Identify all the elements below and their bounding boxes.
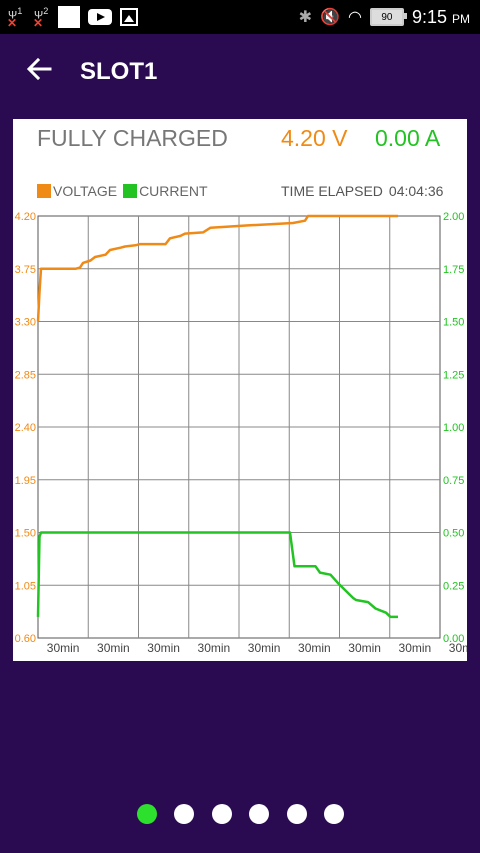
- battery-level: 90: [381, 11, 393, 23]
- y-right-tick-label: 1.25: [443, 369, 464, 381]
- current-readout: 0.00 A: [375, 125, 441, 151]
- legend-voltage: VOLTAGE: [53, 183, 118, 199]
- bluetooth-icon: ✱: [298, 9, 313, 26]
- chart-card: FULLY CHARGED 4.20 V 0.00 A VOLTAGE CURR…: [13, 119, 467, 661]
- page-dot[interactable]: [174, 804, 195, 824]
- current-series-line: [36, 531, 398, 619]
- notification-square-icon: [58, 6, 80, 28]
- y-right-tick-label: 0.75: [443, 475, 464, 487]
- voltage-readout: 4.20 V: [281, 125, 348, 151]
- y-right-tick-label: 1.50: [443, 317, 464, 329]
- page-dot[interactable]: [211, 804, 232, 824]
- y-left-tick-label: 1.95: [15, 475, 36, 487]
- sim2-no-signal-icon: Ψ2 ✕: [33, 6, 49, 30]
- voltage-swatch: [37, 184, 51, 198]
- y-right-tick-label: 2.00: [443, 211, 464, 223]
- current-swatch: [123, 184, 138, 198]
- x-tick-label: 30min: [348, 641, 381, 655]
- page-title: SLOT1: [80, 58, 158, 85]
- charge-chart: 4.20 3.75 3.30 2.85 2.40 1.95 1.50 1.05 0.60 2.00…: [15, 211, 467, 655]
- x-tick-label: 30min: [449, 641, 467, 655]
- page-dot[interactable]: [137, 804, 157, 824]
- page-dot[interactable]: [286, 804, 307, 824]
- youtube-icon: [88, 9, 112, 25]
- page-dot[interactable]: [324, 804, 344, 824]
- page-indicator: [0, 804, 480, 828]
- y-right-tick-label: 0.50: [443, 528, 464, 540]
- x-tick-label: 30min: [399, 641, 432, 655]
- x-tick-label: 30min: [298, 641, 331, 655]
- page-dot[interactable]: [249, 804, 270, 824]
- y-right-tick-label: 0.00: [443, 633, 464, 645]
- chart-legend: VOLTAGE CURRENT: [37, 183, 214, 199]
- y-right-tick-label: 1.75: [443, 264, 464, 276]
- time-elapsed-label: TIME ELAPSED: [281, 183, 383, 199]
- status-bar: Ψ1 ✕ Ψ2 ✕ ✱ 🔇 ◠ 90 9:15 PM: [0, 0, 480, 34]
- legend-current: CURRENT: [139, 183, 208, 199]
- y-left-tick-label: 1.05: [15, 580, 36, 592]
- back-arrow-icon[interactable]: [24, 54, 54, 84]
- x-tick-label: 30min: [97, 641, 130, 655]
- y-left-tick-label: 2.40: [15, 422, 36, 434]
- charge-status: FULLY CHARGED: [37, 125, 228, 151]
- mute-icon: 🔇: [320, 9, 340, 26]
- time-elapsed-value: 04:04:36: [388, 183, 444, 199]
- clock: 9:15 PM: [412, 7, 470, 28]
- time-elapsed: TIME ELAPSED 04:04:36: [281, 183, 449, 199]
- sim1-no-signal-icon: Ψ1 ✕: [7, 6, 23, 30]
- y-left-tick-label: 3.30: [15, 317, 36, 329]
- x-tick-label: 30min: [147, 641, 180, 655]
- x-tick-label: 30min: [248, 641, 281, 655]
- x-tick-label: 30min: [47, 641, 80, 655]
- clock-ampm: PM: [452, 11, 470, 26]
- sim1-label: 1: [17, 6, 23, 16]
- y-left-tick-label: 0.60: [15, 633, 36, 645]
- y-left-tick-label: 1.50: [15, 528, 36, 540]
- sim2-label: 2: [43, 6, 49, 16]
- y-right-tick-label: 0.25: [443, 580, 464, 592]
- y-left-tick-label: 4.20: [15, 211, 36, 223]
- app-bar: SLOT1: [0, 34, 480, 110]
- y-left-tick-label: 2.85: [15, 369, 36, 381]
- battery-icon: 90: [369, 8, 407, 26]
- x-tick-label: 30min: [198, 641, 231, 655]
- y-left-tick-label: 3.75: [15, 264, 36, 276]
- wifi-icon: ◠: [347, 9, 362, 26]
- image-icon: [120, 8, 138, 26]
- voltage-series-line: [36, 214, 398, 322]
- y-right-tick-label: 1.00: [443, 422, 464, 434]
- clock-time: 9:15: [411, 6, 447, 27]
